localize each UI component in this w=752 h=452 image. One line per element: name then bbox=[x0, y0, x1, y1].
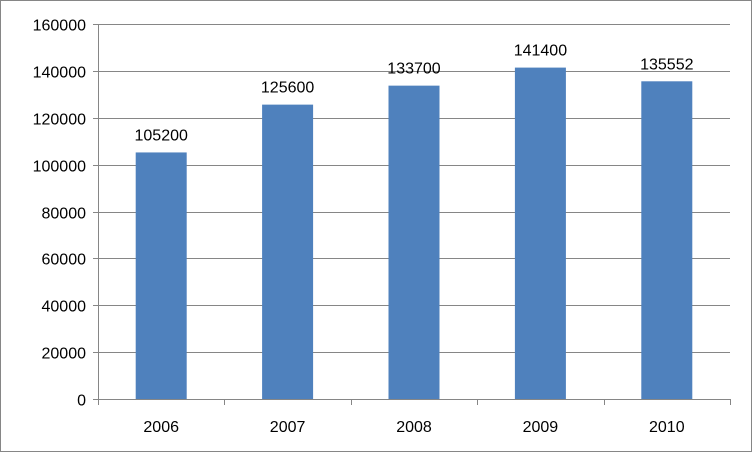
y-tick-label: 100000 bbox=[33, 159, 86, 176]
x-tick-label: 2010 bbox=[649, 419, 685, 436]
bar-2006 bbox=[135, 152, 187, 399]
data-label-2007: 125600 bbox=[261, 80, 314, 97]
data-label-2010: 135552 bbox=[640, 56, 693, 73]
x-tick-label: 2007 bbox=[270, 419, 306, 436]
data-labels: 105200 125600 133700 141400 135552 bbox=[135, 43, 694, 145]
y-tick-label: 140000 bbox=[33, 65, 86, 82]
bar-2007 bbox=[262, 104, 314, 399]
y-tick-labels: 0 20000 40000 60000 80000 100000 120000 140000 1… bbox=[33, 18, 86, 410]
bar-2009 bbox=[514, 67, 566, 399]
y-tick-label: 0 bbox=[77, 393, 86, 410]
bar-2008 bbox=[388, 85, 440, 399]
x-tick-labels: 2006 2007 2008 2009 2010 bbox=[143, 419, 684, 436]
data-label-2008: 133700 bbox=[387, 61, 440, 78]
data-label-2006: 105200 bbox=[135, 127, 188, 144]
y-tick-label: 80000 bbox=[42, 206, 87, 223]
y-tick-label: 40000 bbox=[42, 299, 87, 316]
y-tick-label: 60000 bbox=[42, 252, 87, 269]
axes bbox=[93, 24, 731, 405]
bar-2010 bbox=[641, 81, 693, 400]
y-tick-label: 20000 bbox=[42, 346, 87, 363]
bars bbox=[135, 67, 693, 400]
x-tick-label: 2006 bbox=[143, 419, 179, 436]
x-tick-label: 2008 bbox=[396, 419, 432, 436]
y-tick-label: 120000 bbox=[33, 112, 86, 129]
y-tick-label: 160000 bbox=[33, 18, 86, 35]
data-label-2009: 141400 bbox=[514, 43, 567, 60]
x-tick-label: 2009 bbox=[523, 419, 559, 436]
